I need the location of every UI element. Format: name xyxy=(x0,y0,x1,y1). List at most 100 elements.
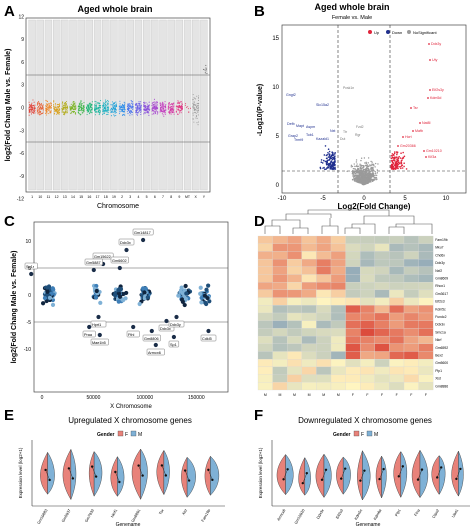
volcano-down-point xyxy=(328,150,331,153)
heatmap-cell xyxy=(257,320,273,329)
volcano-ns-point xyxy=(359,181,361,183)
chromosome-strip xyxy=(93,19,102,191)
volcano-down-point xyxy=(327,164,330,167)
x-chrom-point xyxy=(98,300,103,305)
x-chrom-label: Ddx3x xyxy=(120,241,131,245)
heatmap-cell xyxy=(301,366,317,375)
chromosome-point xyxy=(82,112,84,114)
chromosome-point xyxy=(113,111,115,113)
volcano-ns-point xyxy=(353,163,355,165)
heatmap-cell xyxy=(418,359,434,368)
chromosome-point xyxy=(193,105,195,107)
heatmap-cell xyxy=(374,351,390,360)
volcano-ns-point xyxy=(351,172,354,174)
heatmap-cell xyxy=(272,282,288,291)
heatmap-col-label: M xyxy=(264,393,267,397)
violin-male-half xyxy=(323,453,332,499)
volcano-ns-point xyxy=(360,178,363,180)
chromosome-point xyxy=(67,107,69,109)
volcano-down-point xyxy=(326,157,328,160)
chromosome-tick: 3 xyxy=(129,195,131,199)
heatmap-cell xyxy=(389,359,405,368)
violin-male-half xyxy=(362,450,371,501)
x-chrom-point xyxy=(202,293,208,298)
chromosome-point xyxy=(74,107,76,109)
chromosome-point xyxy=(145,108,148,110)
violin-mean-connector xyxy=(138,465,143,476)
panel-b-letter: B xyxy=(254,3,265,20)
chromosome-point xyxy=(148,107,150,109)
chromosome-point xyxy=(55,106,57,108)
violin-male-half xyxy=(400,450,408,498)
heatmap-col-label: F xyxy=(410,393,412,397)
chromosome-point xyxy=(135,107,137,109)
chromosome-point xyxy=(34,104,36,106)
chromosome-point xyxy=(175,110,177,113)
chromosome-tick: 6 xyxy=(154,195,156,199)
heatmap-cell xyxy=(418,282,434,291)
violin-mean-connector xyxy=(115,471,120,483)
chromosome-point xyxy=(105,103,107,105)
heatmap-row-label: Bex2 xyxy=(435,354,443,358)
volcano-ns-point xyxy=(362,169,365,172)
volcano-up-highlight xyxy=(428,43,430,45)
heatmap-cell xyxy=(330,312,346,321)
heatmap-row-label: Nkrf xyxy=(435,338,441,342)
heatmap-cell xyxy=(257,343,273,352)
chromosome-point xyxy=(45,108,47,110)
chromosome-point xyxy=(178,112,181,114)
x-chrom-point xyxy=(45,285,50,290)
volcano-ns-point xyxy=(366,166,368,168)
chromosome-point xyxy=(73,109,75,111)
volcano-ns-point xyxy=(350,164,353,167)
violin-female-mean xyxy=(282,478,285,481)
chromosome-point xyxy=(110,108,113,110)
chromosome-point xyxy=(173,113,175,115)
volcano-ns-label: Fzd2 xyxy=(356,125,364,129)
volcano-ns-point xyxy=(366,181,368,183)
violin-female-mean xyxy=(455,477,458,481)
chromosome-point xyxy=(121,106,123,108)
chromosome-point xyxy=(130,109,132,112)
chromosome-point xyxy=(99,112,101,114)
x-chrom-label: Gm8806 xyxy=(144,337,159,341)
chromosome-point xyxy=(42,112,44,114)
heatmap-cell xyxy=(316,289,332,298)
chromosome-point xyxy=(169,111,171,114)
panel-c-x-label: X Chromosome xyxy=(110,404,152,410)
chromosome-point xyxy=(156,101,158,103)
chromosome-point xyxy=(181,103,183,105)
heatmap-cell xyxy=(374,312,390,321)
volcano-up-point xyxy=(392,161,394,164)
chromosome-point xyxy=(89,102,91,104)
chromosome-point xyxy=(138,111,140,113)
heatmap-cell xyxy=(257,289,273,298)
heatmap-cell xyxy=(330,251,346,260)
chromosome-point xyxy=(80,105,82,107)
volcano-up-point xyxy=(401,164,404,166)
violin-female-half xyxy=(181,456,188,499)
panel-e-title: Upregulated X chromosome genes xyxy=(68,416,192,425)
chromosome-point xyxy=(144,112,146,114)
chromosome-point xyxy=(115,106,118,108)
y-tick-label: 6 xyxy=(21,60,24,66)
chromosome-point xyxy=(130,102,132,104)
heatmap-cell xyxy=(272,243,288,252)
x-chrom-point xyxy=(118,287,124,292)
volcano-ns-point xyxy=(364,178,366,180)
heatmap-cell xyxy=(330,328,346,337)
chromosome-point xyxy=(32,112,34,114)
panel-b-subtitle: Female vs. Male xyxy=(332,15,372,21)
chromosome-point xyxy=(46,101,49,103)
chromosome-point xyxy=(195,108,197,110)
volcano-ns-point xyxy=(374,174,377,176)
x-tick-label: -10 xyxy=(278,196,287,202)
volcano-down-point xyxy=(332,152,334,154)
panel-f-letter: F xyxy=(254,407,263,424)
chromosome-point xyxy=(124,109,126,111)
heatmap-cell xyxy=(403,320,419,329)
heatmap-row-label: Fundc2 xyxy=(435,315,446,319)
chromosome-point xyxy=(72,106,74,108)
chromosome-point xyxy=(192,98,194,101)
heatmap-cell xyxy=(418,266,434,275)
